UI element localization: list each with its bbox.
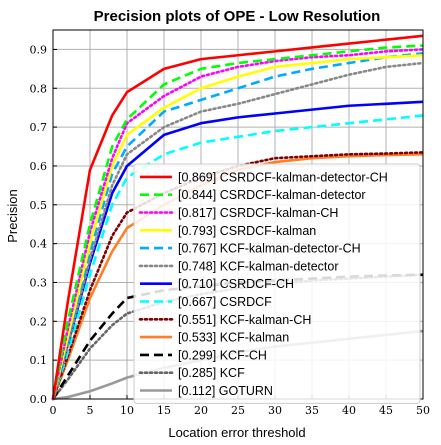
chart-title: Precision plots of OPE - Low Resolution	[94, 8, 381, 25]
legend-box	[133, 163, 421, 404]
y-tick-label: 0.2	[30, 315, 48, 328]
x-tick-label: 15	[157, 404, 171, 417]
legend-entry-6: [0.710] CSRDCF-CH	[178, 277, 294, 291]
legend-entry-2: [0.817] CSRDCF-kalman-CH	[178, 206, 338, 220]
x-tick-label: 0	[50, 404, 57, 417]
y-tick-label: 0.6	[30, 160, 48, 173]
legend-entry-9: [0.533] KCF-kalman	[178, 331, 289, 345]
legend-entry-10: [0.299] KCF-CH	[178, 348, 267, 362]
x-axis-label: Location error threshold	[168, 425, 305, 440]
y-tick-label: 0.8	[30, 82, 48, 95]
y-tick-label: 0.5	[30, 199, 48, 212]
y-tick-label: 0.9	[30, 43, 48, 56]
series-line-4	[51, 52, 424, 400]
y-tick-label: 0.3	[30, 276, 48, 289]
y-tick-label: 0.4	[30, 238, 48, 251]
x-tick-label: 35	[305, 404, 319, 417]
legend: [0.869] CSRDCF-kalman-detector-CH [0.844]…	[133, 163, 421, 404]
axis-ticks: 0 5 10 15 20 25 30 35 40 45 50 0.0 0.1 0.2 0.3 0.4 0.5 0.…	[30, 43, 431, 417]
legend-entry-7: [0.667] CSRDCF	[178, 295, 272, 309]
x-tick-label: 50	[416, 404, 430, 417]
legend-entry-12: [0.112] GOTURN	[178, 384, 273, 398]
x-tick-label: 5	[87, 404, 94, 417]
series-line-2	[51, 48, 425, 401]
x-tick-label: 25	[231, 404, 245, 417]
legend-entry-4: [0.767] KCF-kalman-detector-CH	[178, 242, 361, 256]
legend-entry-8: [0.551] KCF-kalman-CH	[178, 313, 311, 327]
y-tick-label: 0.7	[30, 121, 48, 134]
legend-entry-3: [0.793] CSRDCF-kalman	[178, 224, 316, 238]
legend-entry-11: [0.285] KCF	[178, 366, 245, 380]
series-line-3	[51, 53, 424, 400]
legend-entry-0: [0.869] CSRDCF-kalman-detector-CH	[178, 170, 388, 184]
x-tick-label: 20	[194, 404, 208, 417]
series-line-7	[51, 114, 424, 400]
y-tick-label: 0.0	[30, 393, 48, 406]
series-line-1	[51, 44, 424, 400]
x-tick-label: 45	[379, 404, 393, 417]
series-line-0	[51, 34, 424, 400]
y-tick-label: 0.1	[30, 354, 48, 367]
x-tick-label: 10	[120, 404, 134, 417]
x-tick-label: 30	[268, 404, 282, 417]
x-tick-label: 40	[342, 404, 356, 417]
legend-entry-1: [0.844] CSRDCF-kalman-detector	[178, 188, 366, 202]
y-axis-label: Precision	[5, 189, 20, 242]
series-line-5	[51, 61, 425, 401]
legend-entry-5: [0.748] KCF-kalman-detector	[178, 259, 339, 273]
